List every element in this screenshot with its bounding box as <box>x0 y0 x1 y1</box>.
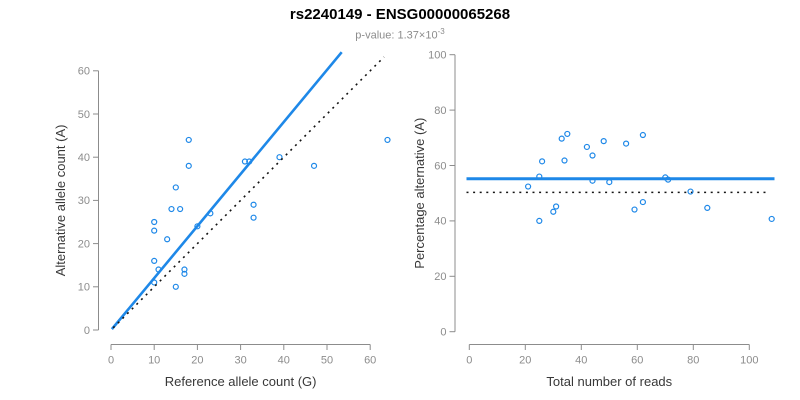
y-tick-label: 40 <box>434 216 446 228</box>
left-y-axis-title: Alternative allele count (A) <box>53 125 68 277</box>
x-tick-label: 0 <box>466 355 472 367</box>
y-tick-label: 20 <box>78 238 90 250</box>
data-point <box>276 154 283 161</box>
data-point <box>310 162 318 169</box>
data-point <box>241 158 249 165</box>
data-point <box>600 138 607 145</box>
data-point <box>168 205 175 213</box>
data-point <box>583 143 591 151</box>
left-scatter-plot: 0 10 20 30 40 50 60 0 10 20 30 40 50 60 <box>78 51 391 367</box>
data-point <box>177 205 184 213</box>
right-x-axis-title: Total number of reads <box>546 374 672 389</box>
data-point <box>172 283 179 290</box>
data-point <box>151 227 158 234</box>
x-tick-label: 80 <box>687 355 699 367</box>
x-tick-label: 10 <box>148 355 160 367</box>
x-tick-label: 20 <box>191 355 203 367</box>
data-point <box>185 136 192 144</box>
y-tick-label: 0 <box>84 325 90 337</box>
data-point <box>550 208 557 215</box>
data-point <box>181 270 188 277</box>
data-point <box>536 217 543 224</box>
regression-line <box>110 51 343 330</box>
x-tick-label: 100 <box>740 355 758 367</box>
data-point <box>181 266 188 273</box>
y-tick-label: 60 <box>78 66 90 78</box>
data-point <box>524 183 532 190</box>
data-point <box>639 131 647 139</box>
x-tick-label: 30 <box>234 355 246 367</box>
data-point <box>185 162 192 169</box>
data-point <box>768 215 775 223</box>
y-tick-label: 0 <box>440 327 446 339</box>
y-tick-label: 20 <box>434 271 446 283</box>
y-tick-label: 30 <box>78 195 90 207</box>
page-title: rs2240149 - ENSG00000065268 <box>289 6 511 23</box>
y-tick-label: 50 <box>78 109 90 121</box>
data-point <box>589 177 596 184</box>
data-point <box>631 206 638 213</box>
data-point <box>564 130 571 138</box>
y-tick-label: 100 <box>428 50 446 62</box>
data-point <box>538 158 546 165</box>
data-point <box>558 135 565 142</box>
left-x-axis-title: Reference allele count (G) <box>165 374 317 389</box>
x-tick-label: 60 <box>364 355 376 367</box>
identity-line <box>112 56 385 329</box>
p-value-text: p-value: 1.37×10 <box>355 29 438 42</box>
p-value-subtitle: p-value: 1.37×10-3 <box>0 25 800 43</box>
data-point <box>606 179 613 186</box>
data-point <box>151 257 158 264</box>
data-point <box>704 204 711 211</box>
right-y-axis-title: Percentage alternative (A) <box>412 118 427 269</box>
y-tick-label: 10 <box>78 282 90 294</box>
data-point <box>250 214 257 221</box>
data-point <box>250 201 257 208</box>
data-point <box>639 198 647 206</box>
x-tick-label: 0 <box>108 355 114 367</box>
data-point <box>561 157 568 164</box>
y-tick-label: 40 <box>78 152 90 164</box>
data-point <box>589 152 596 159</box>
data-point <box>194 223 201 230</box>
data-point <box>552 203 560 210</box>
data-point <box>172 184 179 191</box>
y-tick-label: 60 <box>434 160 446 172</box>
x-tick-label: 20 <box>519 355 531 367</box>
y-tick-label: 80 <box>434 105 446 117</box>
data-point <box>622 140 630 147</box>
data-point <box>151 218 158 226</box>
data-point <box>384 136 391 144</box>
x-tick-label: 40 <box>278 355 290 367</box>
x-tick-label: 60 <box>631 355 643 367</box>
data-point <box>664 176 672 183</box>
data-point <box>687 188 694 195</box>
right-scatter-plot: 0 20 40 60 80 100 0 20 40 60 80 100 <box>428 50 775 367</box>
data-point <box>536 173 543 180</box>
x-tick-label: 40 <box>575 355 587 367</box>
p-value-exponent: -3 <box>437 27 445 36</box>
x-tick-label: 50 <box>321 355 333 367</box>
data-point <box>164 236 171 243</box>
